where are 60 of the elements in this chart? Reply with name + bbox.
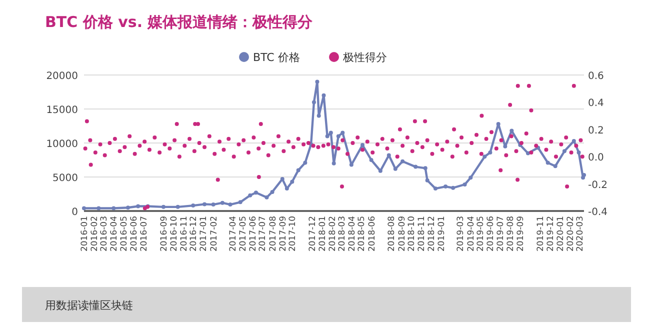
x-tick-label: 2018-11 — [417, 216, 428, 252]
x-tick-label: 2017-10 — [288, 216, 298, 252]
x-tick-label: 2019-08 — [506, 216, 516, 252]
y2-tick-label: -0.2 — [588, 180, 608, 191]
x-tick-label: 2016-01 — [80, 216, 90, 252]
x-tick-label: 2019-01 — [437, 216, 448, 252]
x-tick-label: 2020-03 — [575, 216, 586, 252]
legend-label: 极性得分 — [342, 51, 387, 64]
x-tick-label: 2016-07 — [139, 216, 150, 252]
chart-title: BTC 价格 vs. 媒体报道情绪：极性得分 — [45, 13, 314, 31]
x-tick-label: 2017-05 — [238, 216, 248, 252]
x-tick-label: 2016-02 — [90, 216, 100, 252]
x-tick-label: 2017-08 — [268, 216, 278, 252]
x-tick-label: 2017-01 — [199, 216, 210, 252]
y-tick-label: 0 — [72, 207, 78, 218]
x-tick-label: 2019-06 — [486, 216, 496, 252]
x-tick-label: 2016-05 — [119, 216, 130, 252]
y2-tick-label: 0.2 — [588, 125, 604, 136]
x-tick-label: 2017-09 — [278, 216, 288, 252]
x-tick-label: 2018-01 — [318, 216, 328, 252]
x-tick-label: 2016-12 — [189, 216, 200, 252]
x-tick-label: 2019-03 — [456, 216, 466, 252]
x-tick-label: 2019-09 — [516, 216, 526, 252]
y2-tick-label: 0.6 — [588, 71, 604, 82]
x-tick-label: 2019-07 — [496, 216, 506, 252]
x-tick-label: 2016-11 — [179, 216, 190, 252]
x-tick-label: 2018-02 — [328, 216, 338, 252]
x-tick-label: 2017-07 — [258, 216, 268, 252]
legend-label: BTC 价格 — [253, 51, 300, 64]
text: 用数据读懂区块链 — [45, 299, 133, 312]
x-tick-label: 2018-03 — [337, 216, 348, 252]
x-tick-label: 2019-04 — [466, 216, 476, 252]
x-tick-label: 2020-02 — [566, 216, 576, 252]
x-tick-label: 2018-08 — [387, 216, 398, 252]
x-tick-label: 2018-04 — [347, 216, 358, 252]
y2-tick-label: -0.4 — [588, 207, 608, 218]
y2-tick-label: 0.0 — [588, 152, 604, 164]
x-tick-label: 2016-06 — [130, 216, 140, 252]
x-tick-label: 2018-06 — [367, 216, 378, 252]
x-tick-label: 2019-05 — [476, 216, 486, 252]
x-tick-label: 2019-12 — [546, 216, 556, 252]
x-tick-label: 2017-12 — [308, 216, 318, 252]
x-tick-label: 2016-10 — [169, 216, 180, 252]
y-tick-label: 15000 — [46, 105, 78, 116]
x-tick-label: 2017-06 — [248, 216, 258, 252]
x-tick-label: 2018-12 — [426, 216, 437, 252]
y-tick-label: 5000 — [52, 173, 78, 184]
x-tick-label: 2016-04 — [110, 216, 120, 252]
x-tick-label: 2017-02 — [209, 216, 220, 252]
y-tick-label: 10000 — [46, 139, 78, 150]
x-tick-label: 2016-03 — [100, 216, 110, 252]
x-tick-label: 2019-11 — [536, 216, 546, 252]
x-tick-label: 2018-05 — [357, 216, 368, 252]
y-tick-label: 20000 — [46, 71, 78, 82]
x-tick-label: 2020-01 — [556, 216, 566, 252]
x-tick-label: 2016-09 — [159, 216, 170, 252]
x-tick-label: 2017-04 — [228, 216, 239, 252]
y2-tick-label: 0.4 — [588, 98, 604, 110]
x-tick-label: 2018-09 — [397, 216, 408, 252]
x-tick-label: 2018-10 — [407, 216, 418, 252]
